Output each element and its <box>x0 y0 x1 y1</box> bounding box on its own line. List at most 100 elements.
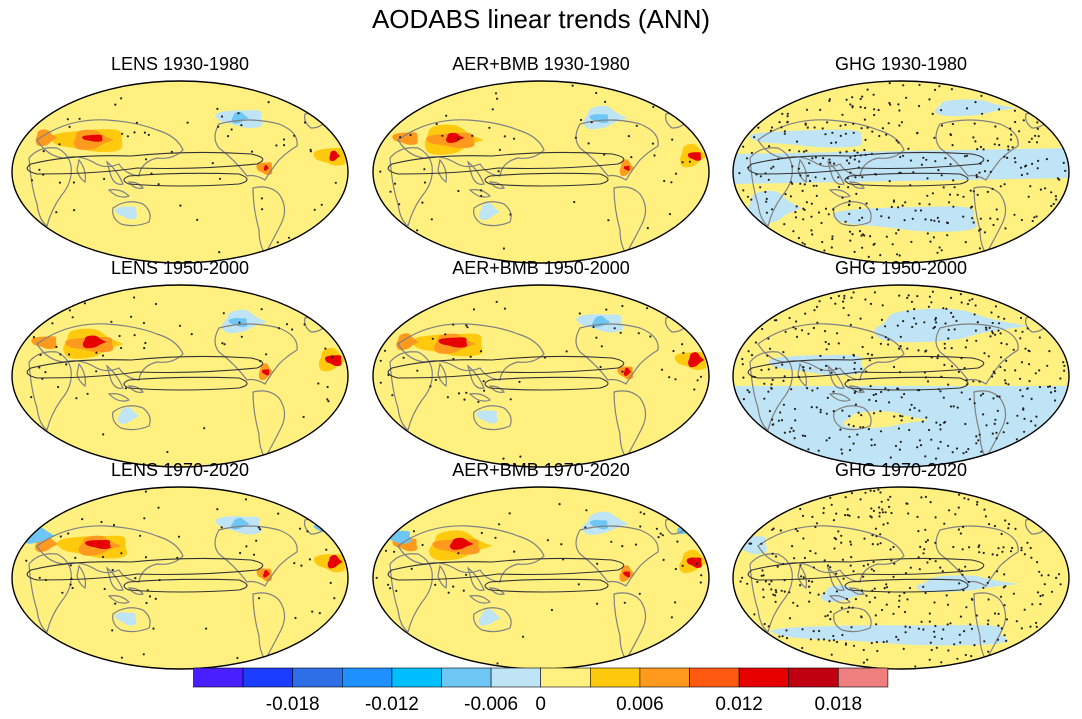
panel-title: GHG 1950-2000 <box>834 258 968 278</box>
map-panel: GHG 1930-1980 <box>730 54 1072 268</box>
cool-anomaly-australia <box>478 609 501 626</box>
map-panel: LENS 1970-2020 <box>9 460 351 674</box>
strong-anomaly-south-america <box>263 164 269 171</box>
climatology-contour <box>747 557 985 593</box>
panel-title: AER+BMB 1950-2000 <box>452 258 630 278</box>
map-panel: LENS 1950-2000 <box>9 258 351 472</box>
cool-anomaly-tropical-band <box>733 148 1069 184</box>
climatology-contour <box>747 151 985 187</box>
colorbar-swatch <box>738 667 789 688</box>
colorbar-tick-label: 0.006 <box>616 694 664 715</box>
map-border <box>11 80 349 264</box>
world-map <box>732 80 1070 264</box>
world-map <box>732 284 1070 468</box>
warm-anomaly-south-pacific <box>843 411 930 429</box>
cool-anomaly-north-america-core <box>228 318 248 328</box>
map-panel: GHG 1970-2020 <box>730 460 1072 674</box>
panel-title: LENS 1950-2000 <box>110 258 250 278</box>
world-map <box>372 284 710 468</box>
strong-anomaly-africa <box>327 554 343 569</box>
colorbar-swatch <box>639 667 690 688</box>
panel-title: LENS 1970-2020 <box>110 460 250 480</box>
panel-title: AER+BMB 1930-1980 <box>452 54 630 74</box>
significance-stippling <box>738 82 1067 258</box>
cool-anomaly-australia <box>476 410 498 424</box>
colorbar-swatch <box>193 667 244 688</box>
map-background-field <box>373 285 709 467</box>
colorbar-swatch <box>589 667 641 688</box>
strong-anomaly-south-america <box>261 369 270 376</box>
map-border <box>372 80 710 264</box>
map-background-field <box>373 487 709 669</box>
colorbar-swatch <box>242 667 294 688</box>
colorbar-tick-label: 0.012 <box>715 694 763 715</box>
colorbar-swatch <box>490 667 542 688</box>
cool-anomaly-southern-ocean <box>746 190 803 225</box>
colorbar-swatch <box>341 667 393 688</box>
significance-stippling <box>739 488 1062 668</box>
panel-title: AER+BMB 1970-2020 <box>452 460 630 480</box>
strong-anomaly-south-america <box>623 367 632 376</box>
colorbar-tick-label: -0.018 <box>266 694 320 715</box>
strong-anomaly-south-america <box>623 571 631 578</box>
map-border <box>732 486 1070 670</box>
climatology-contour <box>387 355 625 391</box>
strong-anomaly-africa <box>325 355 342 367</box>
map-background-field <box>373 81 709 263</box>
map-background-field <box>12 81 348 263</box>
panel-title: LENS 1930-1980 <box>110 54 250 74</box>
map-panel: AER+BMB 1930-1980 <box>370 54 712 268</box>
cool-anomaly-arctic <box>934 99 1017 117</box>
cool-anomaly-australia <box>115 612 137 626</box>
world-map <box>11 80 349 264</box>
colorbar-swatch <box>689 667 740 688</box>
map-border <box>372 284 710 468</box>
cool-anomaly-australia <box>479 203 500 221</box>
colorbar-tick-label: -0.012 <box>365 694 419 715</box>
colorbar-swatch <box>837 667 889 688</box>
cool-anomaly-south-pacific <box>832 206 977 232</box>
map-background-field <box>12 285 348 467</box>
climatology-contour <box>387 151 625 187</box>
map-border <box>732 284 1070 468</box>
map-background-field <box>12 487 348 669</box>
strong-anomaly-africa <box>329 150 341 162</box>
cool-anomaly-north-america-core <box>589 114 609 124</box>
strong-anomaly-africa <box>688 352 705 368</box>
significance-stippling <box>30 97 337 254</box>
colorbar-swatch <box>441 667 492 688</box>
strong-anomaly-africa <box>687 152 702 161</box>
strong-anomaly-asia <box>82 134 103 142</box>
colorbar-swatch <box>292 667 343 688</box>
strong-anomaly-asia <box>449 537 474 550</box>
panel-title: GHG 1930-1980 <box>834 54 968 74</box>
map-border <box>11 486 349 670</box>
world-map <box>11 486 349 670</box>
colorbar-tick-label: 0.018 <box>815 694 863 715</box>
cool-anomaly-eurasia <box>749 129 863 148</box>
panel-title: GHG 1970-2020 <box>834 460 968 480</box>
cool-anomaly-australia <box>117 407 140 424</box>
map-panel: GHG 1950-2000 <box>730 258 1072 472</box>
colorbar: -0.018 -0.012 -0.006 0 0.006 0.012 0.018 <box>193 667 889 715</box>
climatology-contour <box>26 151 264 187</box>
colorbar-tick-label: 0 <box>535 694 546 715</box>
warm-anomaly-europe <box>35 129 58 147</box>
warm-anomaly-europe <box>31 336 57 350</box>
significance-stippling <box>30 296 334 454</box>
significance-stippling <box>379 84 691 250</box>
climatology-contour <box>26 557 264 593</box>
colorbar-tick-label: -0.006 <box>464 694 518 715</box>
map-panel: LENS 1930-1980 <box>9 54 351 268</box>
map-border <box>732 80 1070 264</box>
significance-stippling <box>25 490 336 660</box>
significance-stippling <box>379 300 703 460</box>
figure-title: AODABS linear trends (ANN) <box>371 4 711 34</box>
strong-anomaly-africa <box>686 557 702 569</box>
strong-anomaly-south-america <box>623 165 630 171</box>
strong-anomaly-south-america <box>263 570 270 578</box>
world-map <box>372 486 710 670</box>
colorbar-swatch <box>540 667 591 688</box>
cool-anomaly-southern-band <box>771 625 1009 646</box>
strong-anomaly-asia <box>82 335 107 349</box>
